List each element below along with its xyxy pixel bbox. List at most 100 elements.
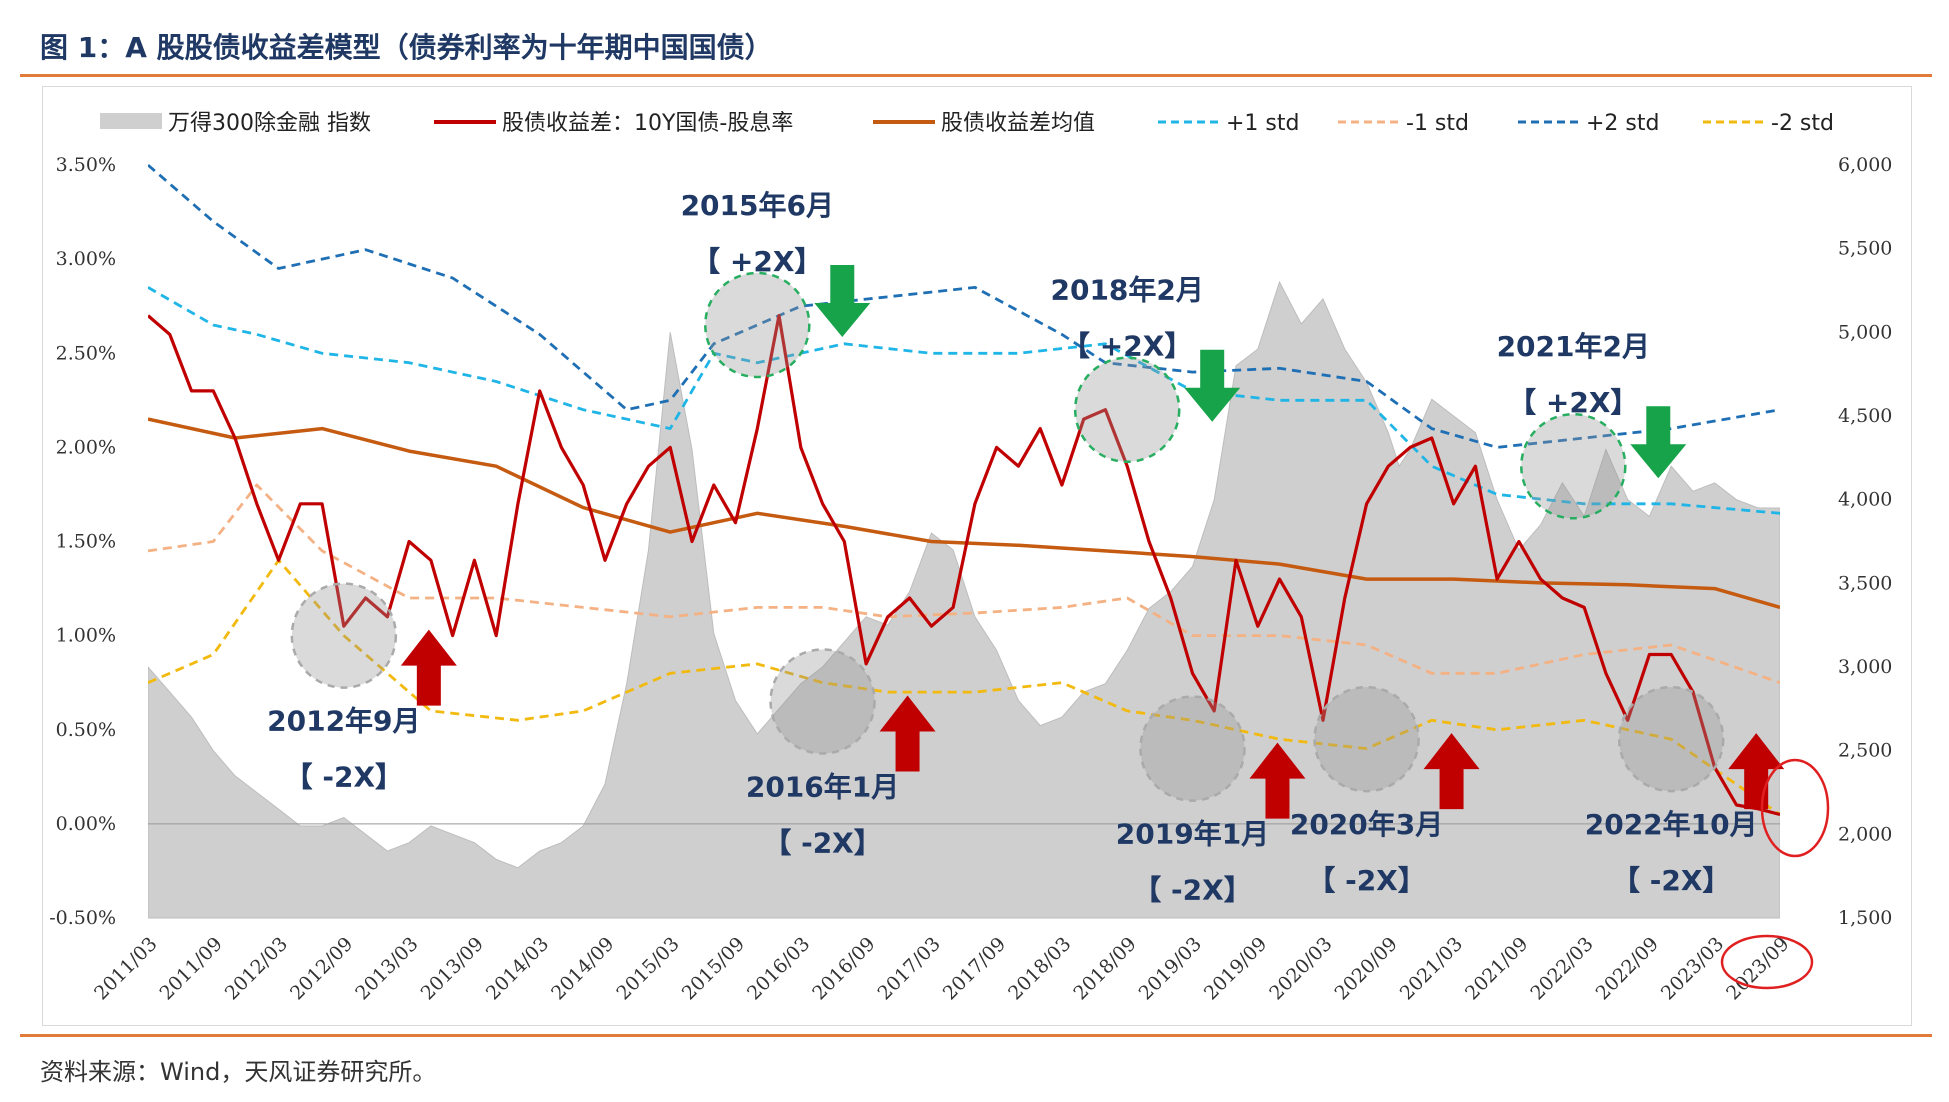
source-rule <box>20 1034 1932 1037</box>
annotation-signal: 【 -2X】 <box>285 761 403 794</box>
annotation-date: 2020年3月 <box>1290 808 1443 841</box>
x-axis: 2011/032011/092012/032012/092013/032013/… <box>90 933 1793 1004</box>
right-tick-label: 2,000 <box>1838 823 1892 845</box>
left-axis: 3.50% 3.00% 2.50% 2.00% 1.50% 1.00% 0.50% 0.00%… <box>49 154 116 929</box>
legend-label: -2 std <box>1771 111 1834 136</box>
source-note: 资料来源：Wind，天风证券研究所。 <box>40 1058 437 1086</box>
left-tick-label: 2.50% <box>56 342 116 364</box>
x-tick-label: 2020/09 <box>1330 933 1401 1004</box>
index-area <box>148 280 1780 919</box>
highlight-circle-current <box>1760 758 1830 858</box>
x-tick-label: 2019/03 <box>1135 933 1206 1004</box>
x-tick-label: 2014/09 <box>547 933 618 1004</box>
x-tick-label: 2011/09 <box>155 933 226 1004</box>
left-tick-label: 1.50% <box>56 531 116 553</box>
series-line-3 <box>148 286 1780 515</box>
left-tick-label: 2.00% <box>56 436 116 458</box>
annotation-signal: 【 -2X】 <box>1133 874 1251 907</box>
annotation-signal: 【 +2X】 <box>692 245 822 278</box>
x-tick-label: 2022/03 <box>1526 933 1597 1004</box>
annotations: 2015年6月【 +2X】2018年2月【 +2X】 2021年2月【 +2X】2… <box>267 189 1785 907</box>
highlight-circle <box>1073 356 1181 463</box>
annotation-date: 2012年9月 <box>267 705 420 738</box>
highlight-circle <box>1520 412 1627 520</box>
up-arrow <box>1728 733 1785 810</box>
down-arrow <box>814 265 871 338</box>
chart-legend: 万得300除金融 指数 股债收益差：10Y国债-股息率 股债收益差均值 +1 std -… <box>100 111 1834 136</box>
annotation-date: 2022年10月 <box>1585 808 1758 841</box>
legend-label: -1 std <box>1406 111 1469 136</box>
legend-label: 股债收益差均值 <box>941 111 1095 136</box>
x-tick-label: 2013/03 <box>351 933 422 1004</box>
x-tick-label: 2018/09 <box>1069 933 1140 1004</box>
title-rule <box>20 74 1932 77</box>
x-tick-label: 2014/03 <box>482 933 553 1004</box>
chart-frame <box>42 86 1912 1026</box>
x-tick-label: 2016/03 <box>743 933 814 1004</box>
legend-label: +2 std <box>1586 111 1659 136</box>
legend-label: +1 std <box>1226 111 1299 136</box>
series-line-6 <box>148 558 1780 816</box>
annotation-signal: 【 -2X】 <box>1307 864 1425 897</box>
legend-label: 股债收益差：10Y国债-股息率 <box>502 111 793 136</box>
highlight-circle <box>290 582 398 689</box>
x-tick-label: 2022/09 <box>1592 933 1663 1004</box>
left-tick-label: -0.50% <box>49 907 116 929</box>
right-tick-label: 1,500 <box>1838 907 1892 929</box>
annotation-signal: 【 -2X】 <box>763 827 881 860</box>
up-arrow <box>1249 742 1306 819</box>
annotation-signal: 【 -2X】 <box>1612 864 1730 897</box>
highlight-circle-xtick <box>1720 934 1814 990</box>
right-tick-label: 5,500 <box>1838 238 1892 260</box>
x-tick-label: 2020/03 <box>1265 933 1336 1004</box>
highlight-circle <box>1139 695 1246 802</box>
x-tick-label: 2016/09 <box>808 933 879 1004</box>
highlight-circle <box>1617 685 1725 793</box>
x-tick-label: 2013/09 <box>417 933 488 1004</box>
x-tick-label: 2017/09 <box>939 933 1010 1004</box>
plot-area <box>148 163 1780 919</box>
left-tick-label: 1.00% <box>56 625 116 647</box>
highlight-circle <box>769 648 876 755</box>
series-line-5 <box>148 163 1780 449</box>
x-tick-label: 2017/03 <box>874 933 945 1004</box>
legend-swatch <box>100 113 162 129</box>
series-line-1 <box>148 314 1780 817</box>
right-tick-label: 5,000 <box>1838 321 1892 343</box>
x-tick-label: 2015/09 <box>678 933 749 1004</box>
right-tick-label: 4,000 <box>1838 489 1892 511</box>
left-tick-label: 0.50% <box>56 719 116 741</box>
x-tick-label: 2012/03 <box>221 933 292 1004</box>
x-tick-label: 2021/09 <box>1461 933 1532 1004</box>
annotation-date: 2015年6月 <box>681 189 834 222</box>
annotation-date: 2019年1月 <box>1116 818 1269 851</box>
left-tick-label: 3.00% <box>56 248 116 270</box>
figure-title: 图 1：A 股股债收益差模型（债券利率为十年期中国国债） <box>40 31 773 64</box>
right-tick-label: 3,500 <box>1838 572 1892 594</box>
right-tick-label: 3,000 <box>1838 656 1892 678</box>
series-line-2 <box>148 417 1780 610</box>
annotation-date: 2021年2月 <box>1497 330 1650 363</box>
up-arrow <box>1423 733 1480 810</box>
left-tick-label: 0.00% <box>56 813 116 835</box>
x-tick-label: 2015/03 <box>612 933 683 1004</box>
annotation-signal: 【 +2X】 <box>1062 330 1192 363</box>
x-tick-label: 2018/03 <box>1004 933 1075 1004</box>
down-arrow <box>1184 349 1241 422</box>
x-tick-label: 2019/09 <box>1200 933 1271 1004</box>
x-tick-label: 2023/03 <box>1657 933 1728 1004</box>
left-tick-label: 3.50% <box>56 154 116 176</box>
x-tick-label: 2012/09 <box>286 933 357 1004</box>
up-arrow <box>400 629 457 706</box>
right-tick-label: 4,500 <box>1838 405 1892 427</box>
right-tick-label: 6,000 <box>1838 154 1892 176</box>
highlight-circle <box>704 271 811 379</box>
down-arrow <box>1630 406 1687 479</box>
right-axis: 6,000 5,500 5,000 4,500 4,000 3,500 3,000 2,500… <box>1838 154 1892 929</box>
highlight-circle <box>1313 685 1420 793</box>
annotation-date: 2016年1月 <box>746 771 899 804</box>
up-arrow <box>879 695 936 772</box>
legend-label: 万得300除金融 指数 <box>168 111 371 136</box>
x-tick-label: 2011/03 <box>90 933 161 1004</box>
